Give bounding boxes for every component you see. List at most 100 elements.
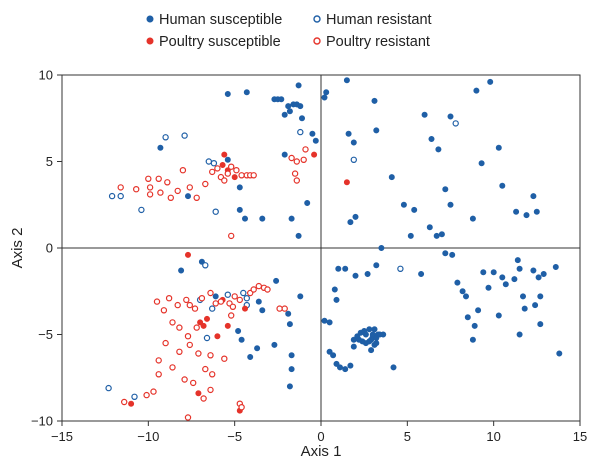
data-point <box>537 321 544 328</box>
data-point <box>347 219 354 226</box>
legend-item: Human resistant <box>313 12 432 28</box>
data-points <box>105 77 563 421</box>
data-point <box>350 343 357 350</box>
data-point <box>426 224 433 231</box>
data-point <box>157 144 164 151</box>
x-tick-label: 15 <box>573 429 587 444</box>
data-point <box>195 350 202 357</box>
data-point <box>281 305 288 312</box>
data-point <box>221 355 228 362</box>
data-point <box>155 371 162 378</box>
legend-marker <box>313 15 321 23</box>
data-point <box>362 331 369 338</box>
data-point <box>330 352 337 359</box>
data-point <box>312 137 319 144</box>
data-point <box>333 296 340 303</box>
data-point <box>143 391 150 399</box>
data-point <box>352 213 359 220</box>
data-point <box>350 139 357 146</box>
data-point <box>345 130 352 137</box>
series-poultry-resistant <box>117 146 309 421</box>
data-point <box>373 262 380 269</box>
data-point <box>197 319 204 326</box>
data-point <box>204 315 211 322</box>
data-point <box>390 364 397 371</box>
data-point <box>259 307 266 314</box>
data-point <box>366 338 373 345</box>
legend-label: Human susceptible <box>159 12 282 28</box>
data-point <box>535 274 542 281</box>
data-point <box>537 293 544 300</box>
legend-item: Human susceptible <box>146 12 282 28</box>
data-point <box>243 295 250 302</box>
data-point <box>131 393 138 400</box>
data-point <box>128 400 135 407</box>
data-point <box>146 184 154 191</box>
data-point <box>442 250 449 257</box>
data-point <box>519 293 526 300</box>
data-point <box>487 78 494 85</box>
x-tick-label: −5 <box>227 429 242 444</box>
data-point <box>276 305 283 312</box>
data-point <box>271 341 278 348</box>
series-human-susceptible <box>157 77 563 390</box>
data-point <box>295 232 302 239</box>
series-human-resistant <box>105 120 459 400</box>
data-point <box>219 162 226 169</box>
data-point <box>185 251 192 258</box>
data-point <box>378 245 385 252</box>
data-point <box>485 284 492 291</box>
data-point <box>198 295 206 302</box>
data-point <box>164 179 171 186</box>
data-point <box>452 120 459 127</box>
data-point <box>342 265 349 272</box>
data-point <box>150 388 157 395</box>
data-point <box>478 160 485 167</box>
data-point <box>165 295 173 302</box>
data-point <box>321 317 328 324</box>
data-point <box>224 322 231 329</box>
data-point <box>556 350 563 357</box>
data-point <box>490 269 497 276</box>
data-point <box>300 156 307 163</box>
data-point <box>212 208 219 215</box>
data-point <box>217 298 225 305</box>
data-point <box>469 336 476 343</box>
data-point <box>336 364 343 371</box>
data-point <box>288 366 295 373</box>
data-point <box>343 179 350 186</box>
data-point <box>155 357 162 364</box>
data-point <box>193 324 200 331</box>
y-tick-label: −10 <box>31 414 53 429</box>
data-point <box>191 305 199 312</box>
data-point <box>184 414 192 421</box>
data-point <box>418 270 425 277</box>
data-point <box>186 184 193 191</box>
data-point <box>231 174 238 181</box>
data-point <box>202 180 209 188</box>
data-point <box>224 291 231 298</box>
data-point <box>449 251 456 258</box>
data-point <box>259 215 266 222</box>
data-point <box>286 108 293 115</box>
data-point <box>138 206 145 214</box>
y-axis-title: Axis 2 <box>9 228 26 269</box>
data-point <box>185 193 192 200</box>
data-point <box>202 262 209 269</box>
data-point <box>373 127 380 134</box>
legend-marker <box>146 15 154 23</box>
data-point <box>533 208 540 215</box>
data-point <box>231 293 238 300</box>
data-point <box>371 97 378 104</box>
data-point <box>157 189 164 196</box>
data-point <box>286 383 293 390</box>
data-point <box>117 192 124 200</box>
data-point <box>335 265 342 272</box>
data-point <box>291 170 299 177</box>
legend-marker <box>146 37 154 45</box>
data-point <box>132 185 140 193</box>
legend-label: Poultry susceptible <box>159 34 281 50</box>
data-point <box>311 151 318 158</box>
legend: Human susceptible Human resistant Poultry … <box>146 12 432 50</box>
